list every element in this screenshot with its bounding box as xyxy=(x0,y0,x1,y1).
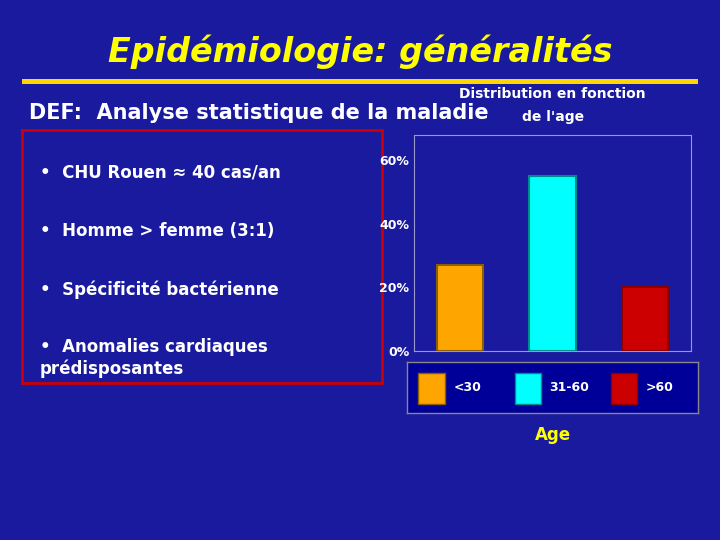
Text: DEF:  Analyse statistique de la maladie: DEF: Analyse statistique de la maladie xyxy=(29,103,488,124)
FancyBboxPatch shape xyxy=(611,373,637,404)
FancyBboxPatch shape xyxy=(515,373,541,404)
Text: de l'age: de l'age xyxy=(521,110,584,124)
Text: •  Spécificité bactérienne: • Spécificité bactérienne xyxy=(40,280,279,299)
Text: Epidémiologie: généralités: Epidémiologie: généralités xyxy=(108,34,612,69)
Text: Age: Age xyxy=(534,426,571,444)
Bar xyxy=(529,176,576,351)
Text: •  Homme > femme (3:1): • Homme > femme (3:1) xyxy=(40,222,274,240)
FancyBboxPatch shape xyxy=(418,373,445,404)
Text: Distribution en fonction: Distribution en fonction xyxy=(459,87,646,102)
Text: •  Anomalies cardiaques
prédisposantes: • Anomalies cardiaques prédisposantes xyxy=(40,339,267,377)
Bar xyxy=(437,265,483,351)
Bar xyxy=(622,287,668,351)
Text: 31-60: 31-60 xyxy=(549,381,590,394)
Text: •  CHU Rouen ≈ 40 cas/an: • CHU Rouen ≈ 40 cas/an xyxy=(40,164,280,182)
Text: >60: >60 xyxy=(646,381,674,394)
Text: <30: <30 xyxy=(454,381,482,394)
